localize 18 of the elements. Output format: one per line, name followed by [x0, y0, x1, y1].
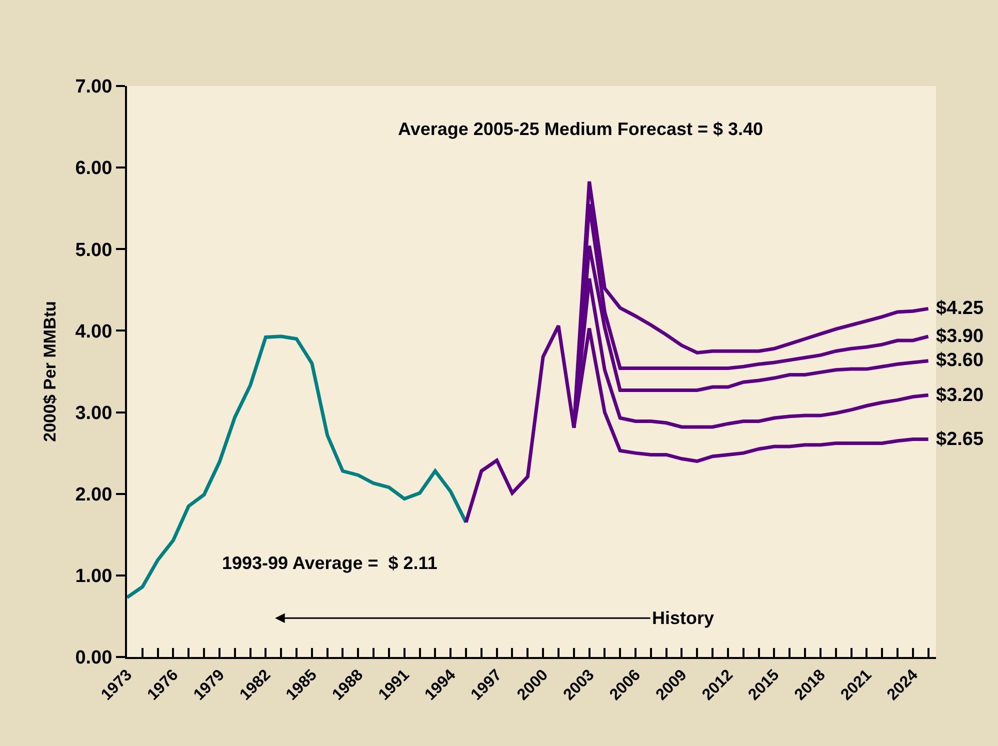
y-tick-label: 4.00 — [75, 321, 112, 342]
annotation: History — [652, 608, 714, 628]
series-label: $4.25 — [936, 298, 984, 319]
y-tick-label: 0.00 — [75, 648, 112, 669]
y-tick-label: 2.00 — [75, 484, 112, 506]
y-tick-label: 5.00 — [75, 240, 112, 261]
y-tick-label: 7.00 — [75, 76, 112, 98]
line-series — [127, 334, 468, 600]
series-label: $2.65 — [936, 429, 984, 450]
series-label: $3.60 — [936, 350, 984, 371]
y-tick-label: 3.00 — [75, 402, 112, 424]
series-label: $3.90 — [936, 326, 984, 347]
y-tick-label: 6.00 — [75, 158, 112, 180]
series-label: $3.20 — [936, 385, 984, 406]
annotation: Average 2005-25 Medium Forecast = $ 3.40 — [398, 119, 764, 139]
y-tick-label: 1.00 — [75, 566, 112, 588]
annotation: 1993-99 Average = $ 2.11 — [222, 553, 438, 573]
y-axis-title: 2000$ Per MMBtu — [40, 301, 60, 442]
